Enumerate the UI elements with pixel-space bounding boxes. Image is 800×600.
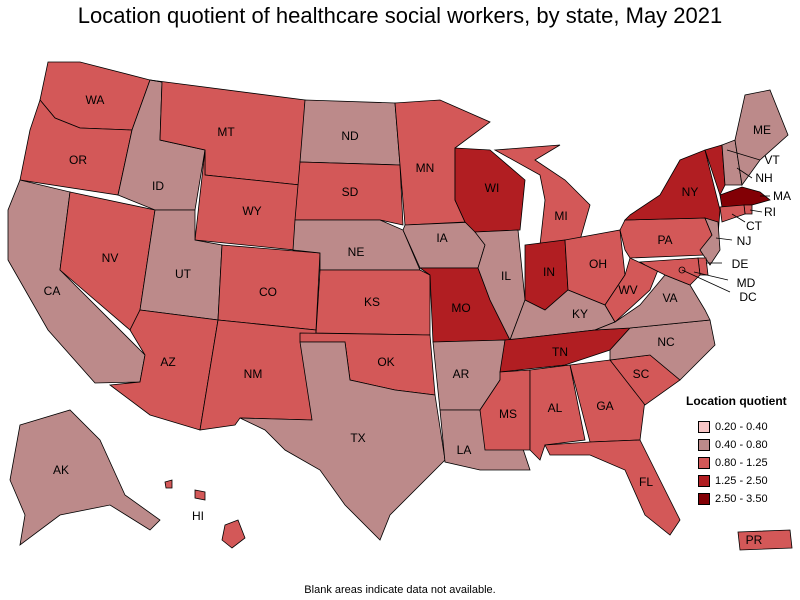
label-TX: TX <box>350 431 365 445</box>
label-AK: AK <box>53 463 69 477</box>
footnote: Blank areas indicate data not available. <box>304 584 496 596</box>
legend-title: Location quotient <box>686 394 787 408</box>
label-DE: DE <box>732 257 749 271</box>
label-NM: NM <box>244 367 263 381</box>
state-ME[interactable] <box>734 89 789 187</box>
state-SD[interactable] <box>294 161 404 226</box>
label-MN: MN <box>416 161 435 175</box>
label-NH: NH <box>755 171 772 185</box>
legend-swatch <box>698 457 710 469</box>
label-MI: MI <box>554 209 567 223</box>
state-HI[interactable] <box>221 519 246 549</box>
label-NC: NC <box>657 335 675 349</box>
label-MD: MD <box>737 276 756 290</box>
label-MT: MT <box>217 125 235 139</box>
label-KY: KY <box>572 307 588 321</box>
label-IA: IA <box>436 231 447 245</box>
label-IL: IL <box>501 269 511 283</box>
state-NJ[interactable] <box>699 217 721 266</box>
label-ND: ND <box>341 129 359 143</box>
state-AK[interactable] <box>9 409 161 546</box>
state-MD[interactable] <box>638 257 701 286</box>
legend-label: 2.50 - 3.50 <box>715 493 768 505</box>
label-SD: SD <box>342 185 359 199</box>
legend-label: 0.80 - 1.25 <box>715 457 768 469</box>
label-TN: TN <box>552 345 568 359</box>
label-VA: VA <box>662 291 677 305</box>
label-FL: FL <box>639 475 653 489</box>
label-ID: ID <box>152 179 164 193</box>
label-RI: RI <box>764 205 776 219</box>
label-NJ: NJ <box>737 234 752 248</box>
state-TX[interactable] <box>239 341 446 541</box>
label-MO: MO <box>451 301 470 315</box>
state-HI-2[interactable] <box>194 489 206 501</box>
label-IN: IN <box>543 265 555 279</box>
label-CO: CO <box>259 285 277 299</box>
state-MI[interactable] <box>493 144 591 246</box>
state-IL[interactable] <box>474 229 526 341</box>
legend-item: 0.20 - 0.40 <box>698 421 768 433</box>
label-OR: OR <box>69 153 87 167</box>
legend-swatch <box>698 493 710 505</box>
label-GA: GA <box>596 399 613 413</box>
label-DC: DC <box>739 290 757 304</box>
label-CT: CT <box>746 219 763 233</box>
label-CA: CA <box>44 284 61 298</box>
label-MS: MS <box>499 407 517 421</box>
label-VT: VT <box>764 153 780 167</box>
label-UT: UT <box>175 267 192 281</box>
label-PR: PR <box>746 533 763 547</box>
legend-swatch <box>698 439 710 451</box>
label-AL: AL <box>548 401 563 415</box>
label-WY: WY <box>242 204 261 218</box>
legend-label: 1.25 - 2.50 <box>715 475 768 487</box>
legend-item: 0.40 - 0.80 <box>698 439 768 451</box>
state-HI-3[interactable] <box>164 479 173 489</box>
label-NE: NE <box>348 245 365 259</box>
label-KS: KS <box>364 295 380 309</box>
label-MA: MA <box>773 189 791 203</box>
legend-label: 0.40 - 0.80 <box>715 439 768 451</box>
state-PR[interactable] <box>737 529 793 551</box>
legend-swatch <box>698 475 710 487</box>
legend-label: 0.20 - 0.40 <box>715 421 768 433</box>
legend-swatch <box>698 421 710 433</box>
map-title: Location quotient of healthcare social w… <box>77 3 723 28</box>
state-NY[interactable] <box>624 149 721 236</box>
state-KS[interactable] <box>315 269 431 336</box>
legend-item: 1.25 - 2.50 <box>698 475 768 487</box>
label-OH: OH <box>589 257 607 271</box>
state-CT[interactable] <box>719 204 746 223</box>
legend-item: 2.50 - 3.50 <box>698 493 768 505</box>
legend-item: 0.80 - 1.25 <box>698 457 768 469</box>
state-FL[interactable] <box>544 439 681 536</box>
label-ME: ME <box>753 123 771 137</box>
label-AR: AR <box>453 367 470 381</box>
label-NV: NV <box>102 251 119 265</box>
label-SC: SC <box>633 367 650 381</box>
label-WA: WA <box>86 93 105 107</box>
label-NY: NY <box>682 185 699 199</box>
label-LA: LA <box>457 443 472 457</box>
state-MA[interactable] <box>719 186 771 208</box>
label-WV: WV <box>618 283 637 297</box>
label-WI: WI <box>485 181 500 195</box>
label-PA: PA <box>657 233 672 247</box>
label-HI: HI <box>192 509 204 523</box>
label-OK: OK <box>377 355 394 369</box>
label-AZ: AZ <box>160 355 175 369</box>
